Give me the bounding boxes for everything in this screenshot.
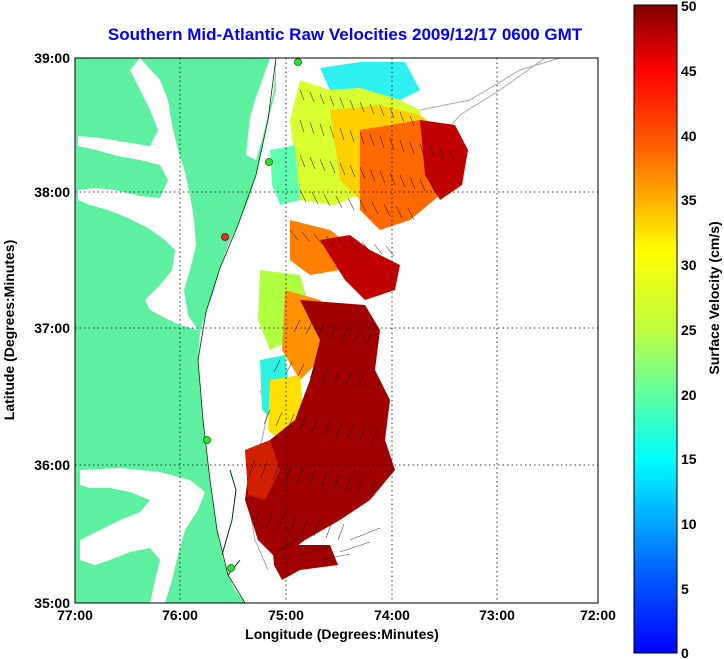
colorbar-tick-label: 30 <box>681 257 697 273</box>
x-tick-label: 77:00 <box>57 607 93 623</box>
y-tick-label: 37:00 <box>34 320 70 336</box>
plot-frame <box>74 57 599 604</box>
x-tick-label: 74:00 <box>374 607 410 623</box>
x-axis-label: Longitude (Degrees:Minutes) <box>245 626 439 642</box>
colorbar-tick-label: 0 <box>681 645 689 659</box>
colorbar-tick-label: 50 <box>681 0 697 14</box>
colorbar-tick-labels: 50 45 40 35 30 25 20 15 10 5 0 <box>681 0 697 659</box>
radar-site-marker <box>203 436 211 444</box>
y-axis-label: Latitude (Degrees:Minutes) <box>1 240 17 420</box>
colorbar-label: Surface Velocity (cm/s) <box>706 221 722 374</box>
x-tick-label: 72:00 <box>580 607 616 623</box>
x-tick-label: 73:00 <box>479 607 515 623</box>
colorbar-tick-label: 25 <box>681 322 697 338</box>
colorbar-tick-label: 45 <box>681 63 697 79</box>
chart-title: Southern Mid-Atlantic Raw Velocities 200… <box>108 25 583 44</box>
x-tick-label: 75:00 <box>268 607 304 623</box>
radar-site-marker <box>294 58 302 66</box>
radar-site-marker <box>265 158 273 166</box>
y-tick-label: 39:00 <box>34 50 70 66</box>
velocity-field <box>245 62 468 580</box>
y-tick-label: 38:00 <box>34 184 70 200</box>
colorbar-tick-label: 5 <box>681 581 689 597</box>
colorbar-tick-label: 20 <box>681 387 697 403</box>
y-tick-label: 36:00 <box>34 457 70 473</box>
y-tick-labels: 39:00 38:00 37:00 36:00 35:00 <box>34 50 70 611</box>
map-area <box>75 58 598 603</box>
radar-site-marker <box>227 564 235 572</box>
grid-lines <box>75 58 598 603</box>
radar-site-marker <box>221 233 229 241</box>
colorbar-tick-label: 35 <box>681 192 697 208</box>
colorbar-tick-label: 15 <box>681 451 697 467</box>
colorbar-tick-label: 40 <box>681 128 697 144</box>
velocity-arrows <box>248 89 455 561</box>
x-tick-label: 76:00 <box>162 607 198 623</box>
colorbar <box>633 4 678 654</box>
y-tick-label: 35:00 <box>34 595 70 611</box>
x-tick-labels: 77:00 76:00 75:00 74:00 73:00 72:00 <box>57 607 616 623</box>
chesapeake-bay <box>78 58 198 330</box>
colorbar-tick-label: 10 <box>681 516 697 532</box>
